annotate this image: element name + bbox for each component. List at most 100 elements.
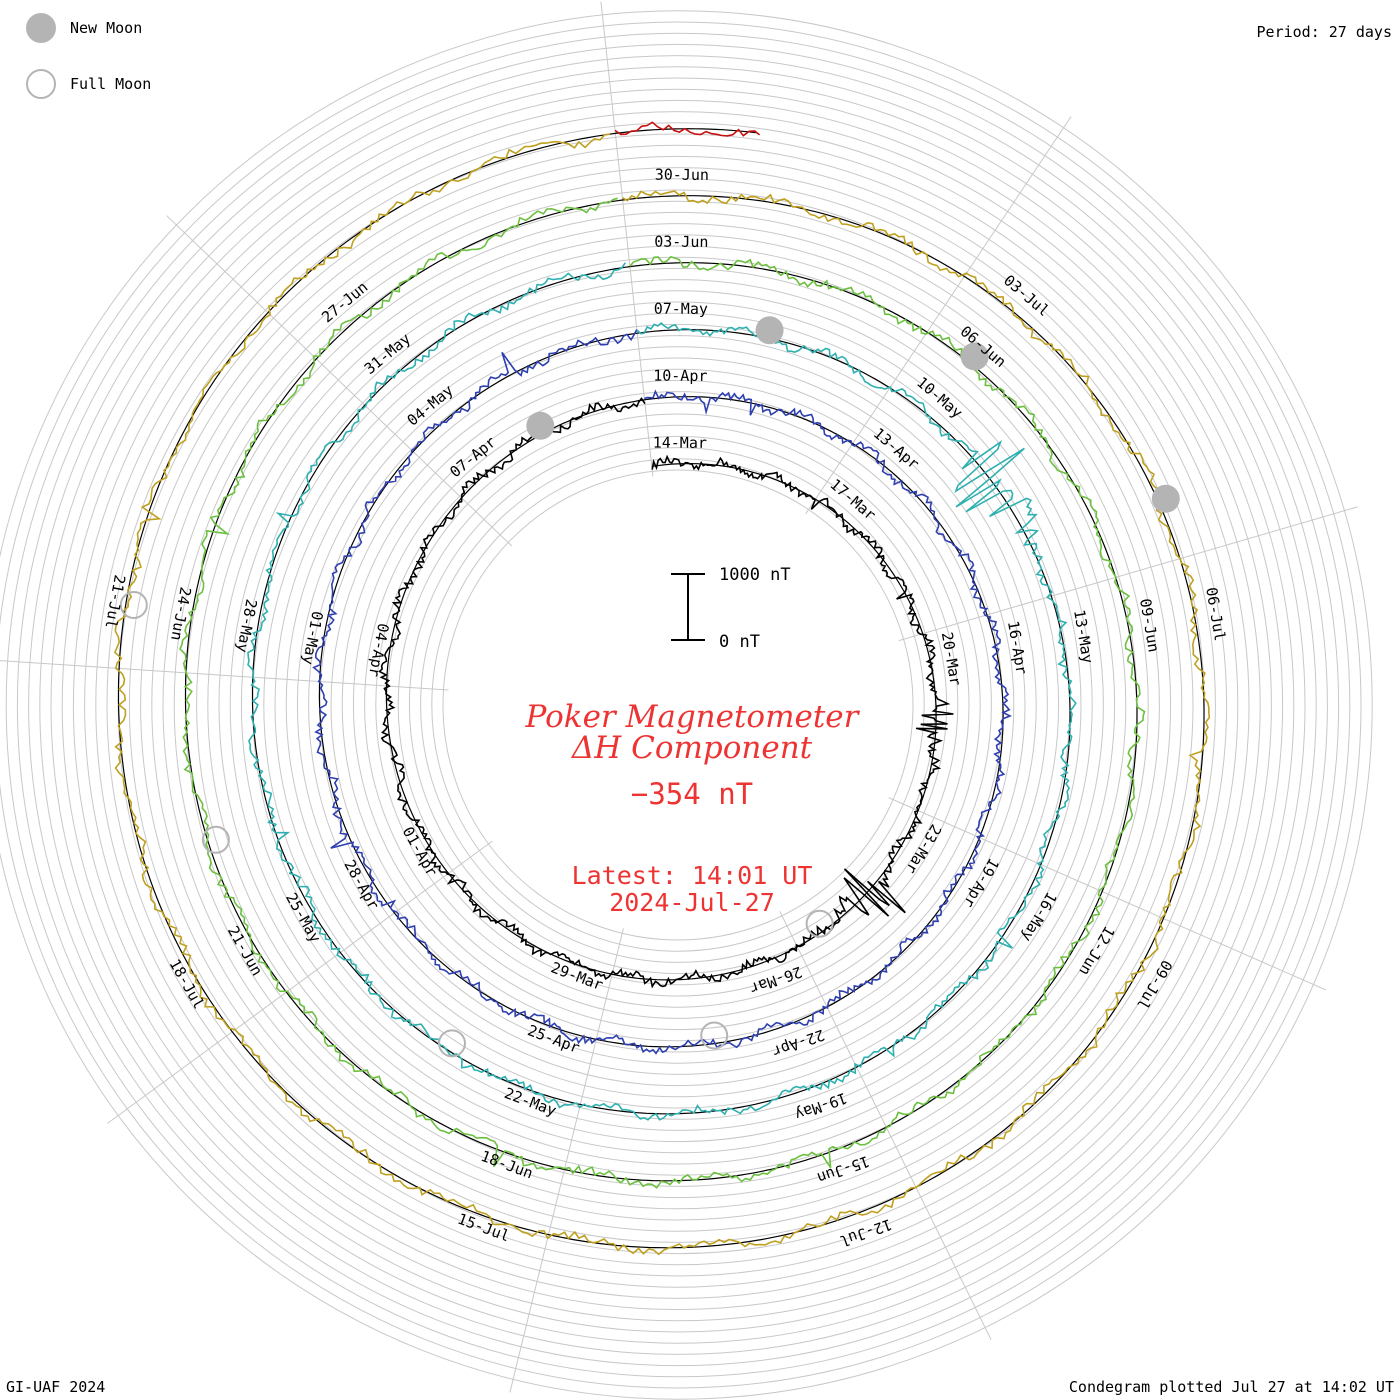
grid-circle xyxy=(5,32,1351,1378)
date-label-9: 10-Apr xyxy=(653,367,707,385)
grid-circle xyxy=(28,55,1328,1355)
grid-circle xyxy=(207,234,1149,1176)
new-moon-marker xyxy=(755,316,784,345)
date-label-36: 30-Jun xyxy=(655,166,709,184)
series-line-period-1 xyxy=(378,397,954,989)
grid-circle xyxy=(229,256,1127,1154)
scale-bottom-label: 0 nT xyxy=(719,632,760,652)
grid-spoke xyxy=(107,840,493,1124)
date-label-20: 13-May xyxy=(1070,608,1097,664)
grid-spoke xyxy=(888,797,1327,991)
full-moon-icon xyxy=(26,69,56,99)
series-line-period-6 xyxy=(614,121,761,137)
grid-spoke xyxy=(0,660,449,691)
grid-circle xyxy=(95,122,1261,1288)
grid-circle xyxy=(341,368,1015,1042)
scale-top-label: 1000 nT xyxy=(719,565,791,585)
moon-marker-layer xyxy=(119,316,1180,1058)
grid-spoke xyxy=(805,116,1072,514)
grid-circle xyxy=(50,77,1306,1333)
date-label-3: 23-Mar xyxy=(902,821,945,877)
date-label-4: 26-Mar xyxy=(747,963,804,998)
grid-circle xyxy=(375,402,981,1008)
grid-circle xyxy=(84,111,1272,1299)
grid-circle xyxy=(397,424,959,986)
date-label-30: 12-Jun xyxy=(1075,923,1118,979)
scale-bar: 1000 nT 0 nT xyxy=(671,565,791,652)
grid-circle xyxy=(431,458,925,952)
full-moon-marker xyxy=(700,1021,729,1050)
grid-circle xyxy=(274,301,1082,1109)
grid-circle xyxy=(173,200,1183,1210)
legend-new-moon-label: New Moon xyxy=(70,19,143,37)
date-label-12: 19-Apr xyxy=(960,855,1003,911)
reference-spiral xyxy=(117,128,1205,1249)
grid-spoke xyxy=(509,928,624,1393)
grid-circle xyxy=(106,133,1250,1277)
grid-circle xyxy=(330,357,1026,1053)
current-value: −354 nT xyxy=(631,777,753,811)
grid-circle xyxy=(196,223,1160,1187)
grid-circle xyxy=(240,267,1116,1143)
grid-circle xyxy=(39,66,1317,1344)
reference-spiral-layer xyxy=(117,128,1205,1249)
date-label-23: 22-May xyxy=(502,1084,559,1120)
grid-circle xyxy=(0,10,1373,1400)
footer-credit: GI-UAF 2024 xyxy=(6,1378,106,1396)
grid-spoke xyxy=(779,911,992,1340)
series-line-period-4 xyxy=(179,197,1146,1189)
grid-spoke xyxy=(898,506,1358,642)
grid-circle xyxy=(128,155,1228,1255)
grid-spoke xyxy=(600,1,654,477)
period-label: Period: 27 days xyxy=(1256,23,1392,41)
date-label-14: 25-Apr xyxy=(525,1021,582,1057)
date-label-42: 18-Jul xyxy=(166,956,208,1012)
date-label-24: 25-May xyxy=(282,890,324,946)
date-label-6: 01-Apr xyxy=(399,824,441,880)
date-label-5: 29-Mar xyxy=(549,958,606,994)
date-label-11: 16-Apr xyxy=(1004,619,1031,675)
grid-circle xyxy=(308,335,1048,1075)
footer-plot-time: Condegram plotted Jul 27 at 14:02 UT xyxy=(1068,1378,1394,1396)
date-label-29: 09-Jun xyxy=(1136,597,1163,653)
date-label-2: 20-Mar xyxy=(938,631,965,687)
series-layer xyxy=(113,121,1211,1256)
grid-circle xyxy=(16,43,1340,1367)
date-label-1: 17-Mar xyxy=(826,475,879,524)
grid-circle xyxy=(364,391,992,1019)
chart-title-line2: ΔH Component xyxy=(571,730,813,766)
grid-circle xyxy=(442,469,914,941)
series-line-period-3 xyxy=(247,262,1077,1121)
date-label-33: 21-Jun xyxy=(224,923,266,979)
grid-circle xyxy=(61,88,1295,1322)
full-moon-marker xyxy=(119,591,148,619)
legend-new-moon: New Moon xyxy=(26,13,142,43)
new-moon-icon xyxy=(26,13,56,43)
full-moon-marker xyxy=(805,909,834,938)
full-moon-marker xyxy=(201,825,230,854)
date-label-35: 27-Jun xyxy=(318,278,371,326)
legend-full-moon-label: Full Moon xyxy=(70,75,152,93)
full-moon-marker xyxy=(438,1029,466,1058)
chart-title-line1: Poker Magnetometer xyxy=(525,699,861,735)
series-line-period-5 xyxy=(113,133,1211,1256)
latest-date: 2024-Jul-27 xyxy=(609,888,775,917)
date-label-41: 15-Jul xyxy=(455,1210,512,1246)
new-moon-marker xyxy=(526,411,555,440)
grid-circle xyxy=(72,99,1284,1311)
grid-circle xyxy=(0,21,1362,1389)
new-moon-marker xyxy=(1151,484,1180,513)
date-label-0: 14-Mar xyxy=(653,434,707,452)
date-label-39: 09-Jul xyxy=(1133,957,1176,1013)
date-label-27: 03-Jun xyxy=(654,233,708,251)
series-line-period-2 xyxy=(312,329,1012,1055)
grid-circle xyxy=(140,167,1216,1243)
grid-circle xyxy=(296,323,1060,1087)
grid-circle xyxy=(162,189,1194,1221)
date-label-18: 07-May xyxy=(654,300,708,318)
legend-full-moon: Full Moon xyxy=(26,69,151,99)
grid-circle xyxy=(408,435,948,975)
date-label-38: 06-Jul xyxy=(1202,586,1229,642)
